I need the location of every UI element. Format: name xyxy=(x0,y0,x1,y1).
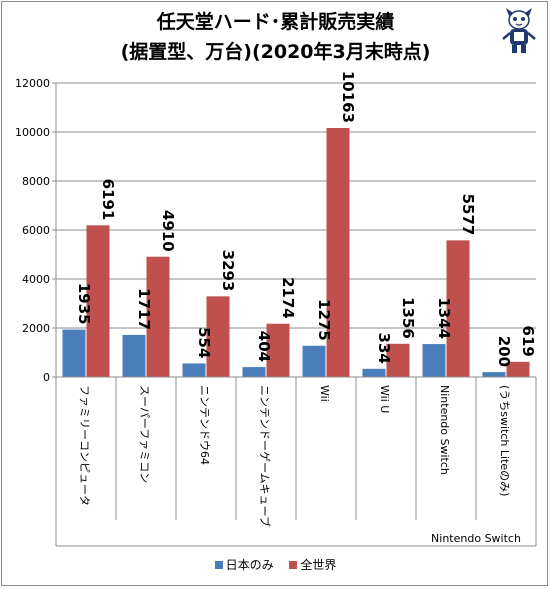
bar-world xyxy=(326,128,350,377)
y-tick-label: 6000 xyxy=(22,224,50,237)
chart-title-line1: 任天堂ハード･累計販売実績 xyxy=(156,11,395,33)
legend-item-world: 全世界 xyxy=(289,556,336,573)
bar-japan xyxy=(422,344,446,377)
bar-japan xyxy=(362,368,386,377)
bar-world xyxy=(386,343,410,377)
legend-label-japan: 日本のみ xyxy=(225,558,274,572)
legend-swatch-japan xyxy=(214,561,223,569)
data-label: 404 xyxy=(255,331,273,362)
category-label: (うちswitch Liteのみ) xyxy=(498,385,511,496)
legend-label-world: 全世界 xyxy=(300,558,337,572)
data-label: 554 xyxy=(195,327,213,358)
category-label: スーパーファミコン xyxy=(138,385,151,483)
data-label: 4910 xyxy=(159,210,177,252)
y-tick-label: 0 xyxy=(43,371,50,384)
bar-japan xyxy=(182,363,206,377)
y-tick-label: 4000 xyxy=(22,273,50,286)
category-label: Wii U xyxy=(378,385,391,413)
data-label: 619 xyxy=(519,326,537,357)
bar-world xyxy=(146,256,170,377)
bar-world xyxy=(86,225,110,377)
data-label: 10163 xyxy=(339,71,357,123)
category-label: Wii xyxy=(318,385,331,402)
category-label: ファミリーコンピュータ xyxy=(78,385,91,506)
bar-japan xyxy=(482,372,506,377)
bar-japan xyxy=(122,334,146,377)
category-label: Nintendo Switch xyxy=(438,385,451,475)
data-label: 200 xyxy=(495,336,513,367)
bar-world xyxy=(266,323,290,377)
data-label: 3293 xyxy=(219,250,237,292)
data-label: 2174 xyxy=(279,277,297,319)
y-tick-label: 2000 xyxy=(22,322,50,335)
data-label: 1935 xyxy=(75,283,93,325)
bar-japan xyxy=(62,329,86,377)
mascot-logo xyxy=(502,8,536,53)
bar-japan xyxy=(242,367,266,377)
category-label: ニンテンドウ64 xyxy=(198,385,211,465)
legend: 日本のみ 全世界 xyxy=(0,556,551,573)
data-label: 1356 xyxy=(399,297,417,339)
legend-swatch-world xyxy=(289,561,298,569)
legend-item-japan: 日本のみ xyxy=(214,556,274,573)
data-label: 1717 xyxy=(135,288,153,330)
category-label: ニンテンドーゲームキューブ xyxy=(258,385,272,527)
bar-world xyxy=(506,361,530,377)
data-label: 5577 xyxy=(459,194,477,236)
data-label: 334 xyxy=(375,333,393,364)
category-group-label: Nintendo Switch xyxy=(431,532,521,545)
bar-japan xyxy=(302,345,326,377)
y-tick-label: 12000 xyxy=(15,77,50,90)
data-label: 1275 xyxy=(315,299,333,341)
y-tick-label: 10000 xyxy=(15,126,50,139)
bar-world xyxy=(206,296,230,377)
chart-title-line2: (据置型、万台)(2020年3月末時点) xyxy=(120,41,431,63)
data-label: 6191 xyxy=(99,179,117,221)
bar-world xyxy=(446,240,470,377)
y-tick-label: 8000 xyxy=(22,175,50,188)
data-label: 1344 xyxy=(435,297,453,339)
